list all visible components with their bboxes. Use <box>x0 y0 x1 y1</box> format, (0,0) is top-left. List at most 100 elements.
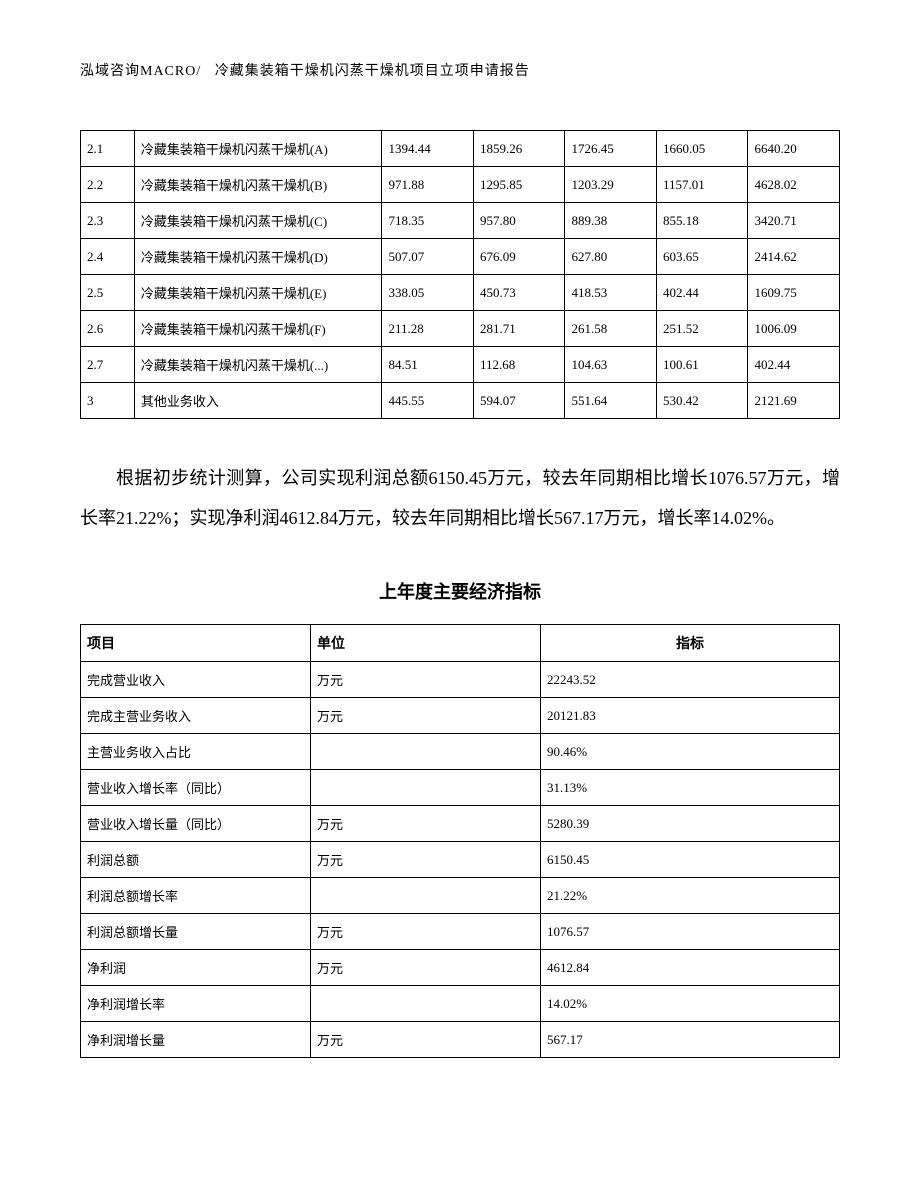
row-index: 2.4 <box>81 239 135 275</box>
table2-title: 上年度主要经济指标 <box>80 578 840 604</box>
table-row: 利润总额增长量万元1076.57 <box>81 914 840 950</box>
table-row: 2.1冷藏集装箱干燥机闪蒸干燥机(A)1394.441859.261726.45… <box>81 131 840 167</box>
table-row: 2.4冷藏集装箱干燥机闪蒸干燥机(D)507.07676.09627.80603… <box>81 239 840 275</box>
table-row: 净利润万元4612.84 <box>81 950 840 986</box>
row-unit: 万元 <box>311 914 541 950</box>
row-value-3: 889.38 <box>565 203 657 239</box>
row-value-3: 418.53 <box>565 275 657 311</box>
table-row: 净利润增长率14.02% <box>81 986 840 1022</box>
row-unit: 万元 <box>311 1022 541 1058</box>
row-value-3: 261.58 <box>565 311 657 347</box>
row-value-3: 1726.45 <box>565 131 657 167</box>
row-item: 净利润 <box>81 950 311 986</box>
row-value-1: 1394.44 <box>382 131 474 167</box>
table-row: 2.3冷藏集装箱干燥机闪蒸干燥机(C)718.35957.80889.38855… <box>81 203 840 239</box>
row-value-2: 112.68 <box>473 347 565 383</box>
row-name: 冷藏集装箱干燥机闪蒸干燥机(E) <box>134 275 382 311</box>
row-value-3: 551.64 <box>565 383 657 419</box>
table-row: 营业收入增长率（同比） 31.13% <box>81 770 840 806</box>
row-item: 主营业务收入占比 <box>81 734 311 770</box>
row-name: 冷藏集装箱干燥机闪蒸干燥机(D) <box>134 239 382 275</box>
row-index: 2.7 <box>81 347 135 383</box>
table2-header-row: 项目 单位 指标 <box>81 625 840 662</box>
row-value-3: 627.80 <box>565 239 657 275</box>
table-row: 完成主营业务收入万元20121.83 <box>81 698 840 734</box>
row-unit <box>311 878 541 914</box>
table-row: 营业收入增长量（同比）万元5280.39 <box>81 806 840 842</box>
row-index: 2.3 <box>81 203 135 239</box>
row-index: 2.5 <box>81 275 135 311</box>
row-unit: 万元 <box>311 842 541 878</box>
row-item: 完成营业收入 <box>81 662 311 698</box>
table-row: 主营业务收入占比 90.46% <box>81 734 840 770</box>
row-unit <box>311 770 541 806</box>
row-index: 2.6 <box>81 311 135 347</box>
summary-paragraph: 根据初步统计测算，公司实现利润总额6150.45万元，较去年同期相比增长1076… <box>80 459 840 538</box>
row-indicator: 567.17 <box>541 1022 840 1058</box>
row-unit: 万元 <box>311 806 541 842</box>
row-value-2: 676.09 <box>473 239 565 275</box>
row-value-3: 1203.29 <box>565 167 657 203</box>
table-row: 2.5冷藏集装箱干燥机闪蒸干燥机(E)338.05450.73418.53402… <box>81 275 840 311</box>
row-value-4: 251.52 <box>656 311 748 347</box>
row-value-5: 1609.75 <box>748 275 840 311</box>
row-value-4: 100.61 <box>656 347 748 383</box>
row-item: 净利润增长率 <box>81 986 311 1022</box>
header-company: 泓域咨询MACRO/ <box>80 64 201 79</box>
row-indicator: 6150.45 <box>541 842 840 878</box>
table-row: 3其他业务收入445.55594.07551.64530.422121.69 <box>81 383 840 419</box>
row-indicator: 90.46% <box>541 734 840 770</box>
row-indicator: 22243.52 <box>541 662 840 698</box>
row-indicator: 31.13% <box>541 770 840 806</box>
economic-indicators-table: 项目 单位 指标 完成营业收入万元22243.52完成主营业务收入万元20121… <box>80 624 840 1058</box>
row-value-1: 507.07 <box>382 239 474 275</box>
table2-header-item: 项目 <box>81 625 311 662</box>
row-value-2: 1295.85 <box>473 167 565 203</box>
row-value-1: 971.88 <box>382 167 474 203</box>
row-name: 冷藏集装箱干燥机闪蒸干燥机(B) <box>134 167 382 203</box>
row-item: 完成主营业务收入 <box>81 698 311 734</box>
row-value-5: 1006.09 <box>748 311 840 347</box>
row-index: 3 <box>81 383 135 419</box>
row-indicator: 4612.84 <box>541 950 840 986</box>
row-value-5: 4628.02 <box>748 167 840 203</box>
table-row: 2.6冷藏集装箱干燥机闪蒸干燥机(F)211.28281.71261.58251… <box>81 311 840 347</box>
row-value-4: 603.65 <box>656 239 748 275</box>
row-unit <box>311 734 541 770</box>
table-row: 利润总额增长率21.22% <box>81 878 840 914</box>
row-name: 其他业务收入 <box>134 383 382 419</box>
table-row: 完成营业收入万元22243.52 <box>81 662 840 698</box>
product-revenue-table: 2.1冷藏集装箱干燥机闪蒸干燥机(A)1394.441859.261726.45… <box>80 130 840 419</box>
table2-header-indicator: 指标 <box>541 625 840 662</box>
row-index: 2.2 <box>81 167 135 203</box>
row-indicator: 20121.83 <box>541 698 840 734</box>
row-index: 2.1 <box>81 131 135 167</box>
row-value-2: 450.73 <box>473 275 565 311</box>
row-value-5: 6640.20 <box>748 131 840 167</box>
row-value-3: 104.63 <box>565 347 657 383</box>
page-header: 泓域咨询MACRO/ 冷藏集装箱干燥机闪蒸干燥机项目立项申请报告 <box>80 60 840 80</box>
row-value-5: 3420.71 <box>748 203 840 239</box>
row-value-2: 594.07 <box>473 383 565 419</box>
row-name: 冷藏集装箱干燥机闪蒸干燥机(F) <box>134 311 382 347</box>
row-name: 冷藏集装箱干燥机闪蒸干燥机(C) <box>134 203 382 239</box>
row-value-4: 1660.05 <box>656 131 748 167</box>
row-item: 净利润增长量 <box>81 1022 311 1058</box>
table-row: 利润总额万元6150.45 <box>81 842 840 878</box>
table-row: 2.7冷藏集装箱干燥机闪蒸干燥机(...)84.51112.68104.6310… <box>81 347 840 383</box>
row-unit <box>311 986 541 1022</box>
row-value-1: 338.05 <box>382 275 474 311</box>
row-value-1: 211.28 <box>382 311 474 347</box>
row-item: 利润总额增长率 <box>81 878 311 914</box>
row-value-5: 2414.62 <box>748 239 840 275</box>
row-item: 营业收入增长率（同比） <box>81 770 311 806</box>
row-value-4: 402.44 <box>656 275 748 311</box>
row-indicator: 5280.39 <box>541 806 840 842</box>
table2-header-unit: 单位 <box>311 625 541 662</box>
row-name: 冷藏集装箱干燥机闪蒸干燥机(...) <box>134 347 382 383</box>
row-value-5: 402.44 <box>748 347 840 383</box>
row-indicator: 1076.57 <box>541 914 840 950</box>
header-title: 冷藏集装箱干燥机闪蒸干燥机项目立项申请报告 <box>215 64 530 79</box>
row-value-2: 281.71 <box>473 311 565 347</box>
row-unit: 万元 <box>311 950 541 986</box>
